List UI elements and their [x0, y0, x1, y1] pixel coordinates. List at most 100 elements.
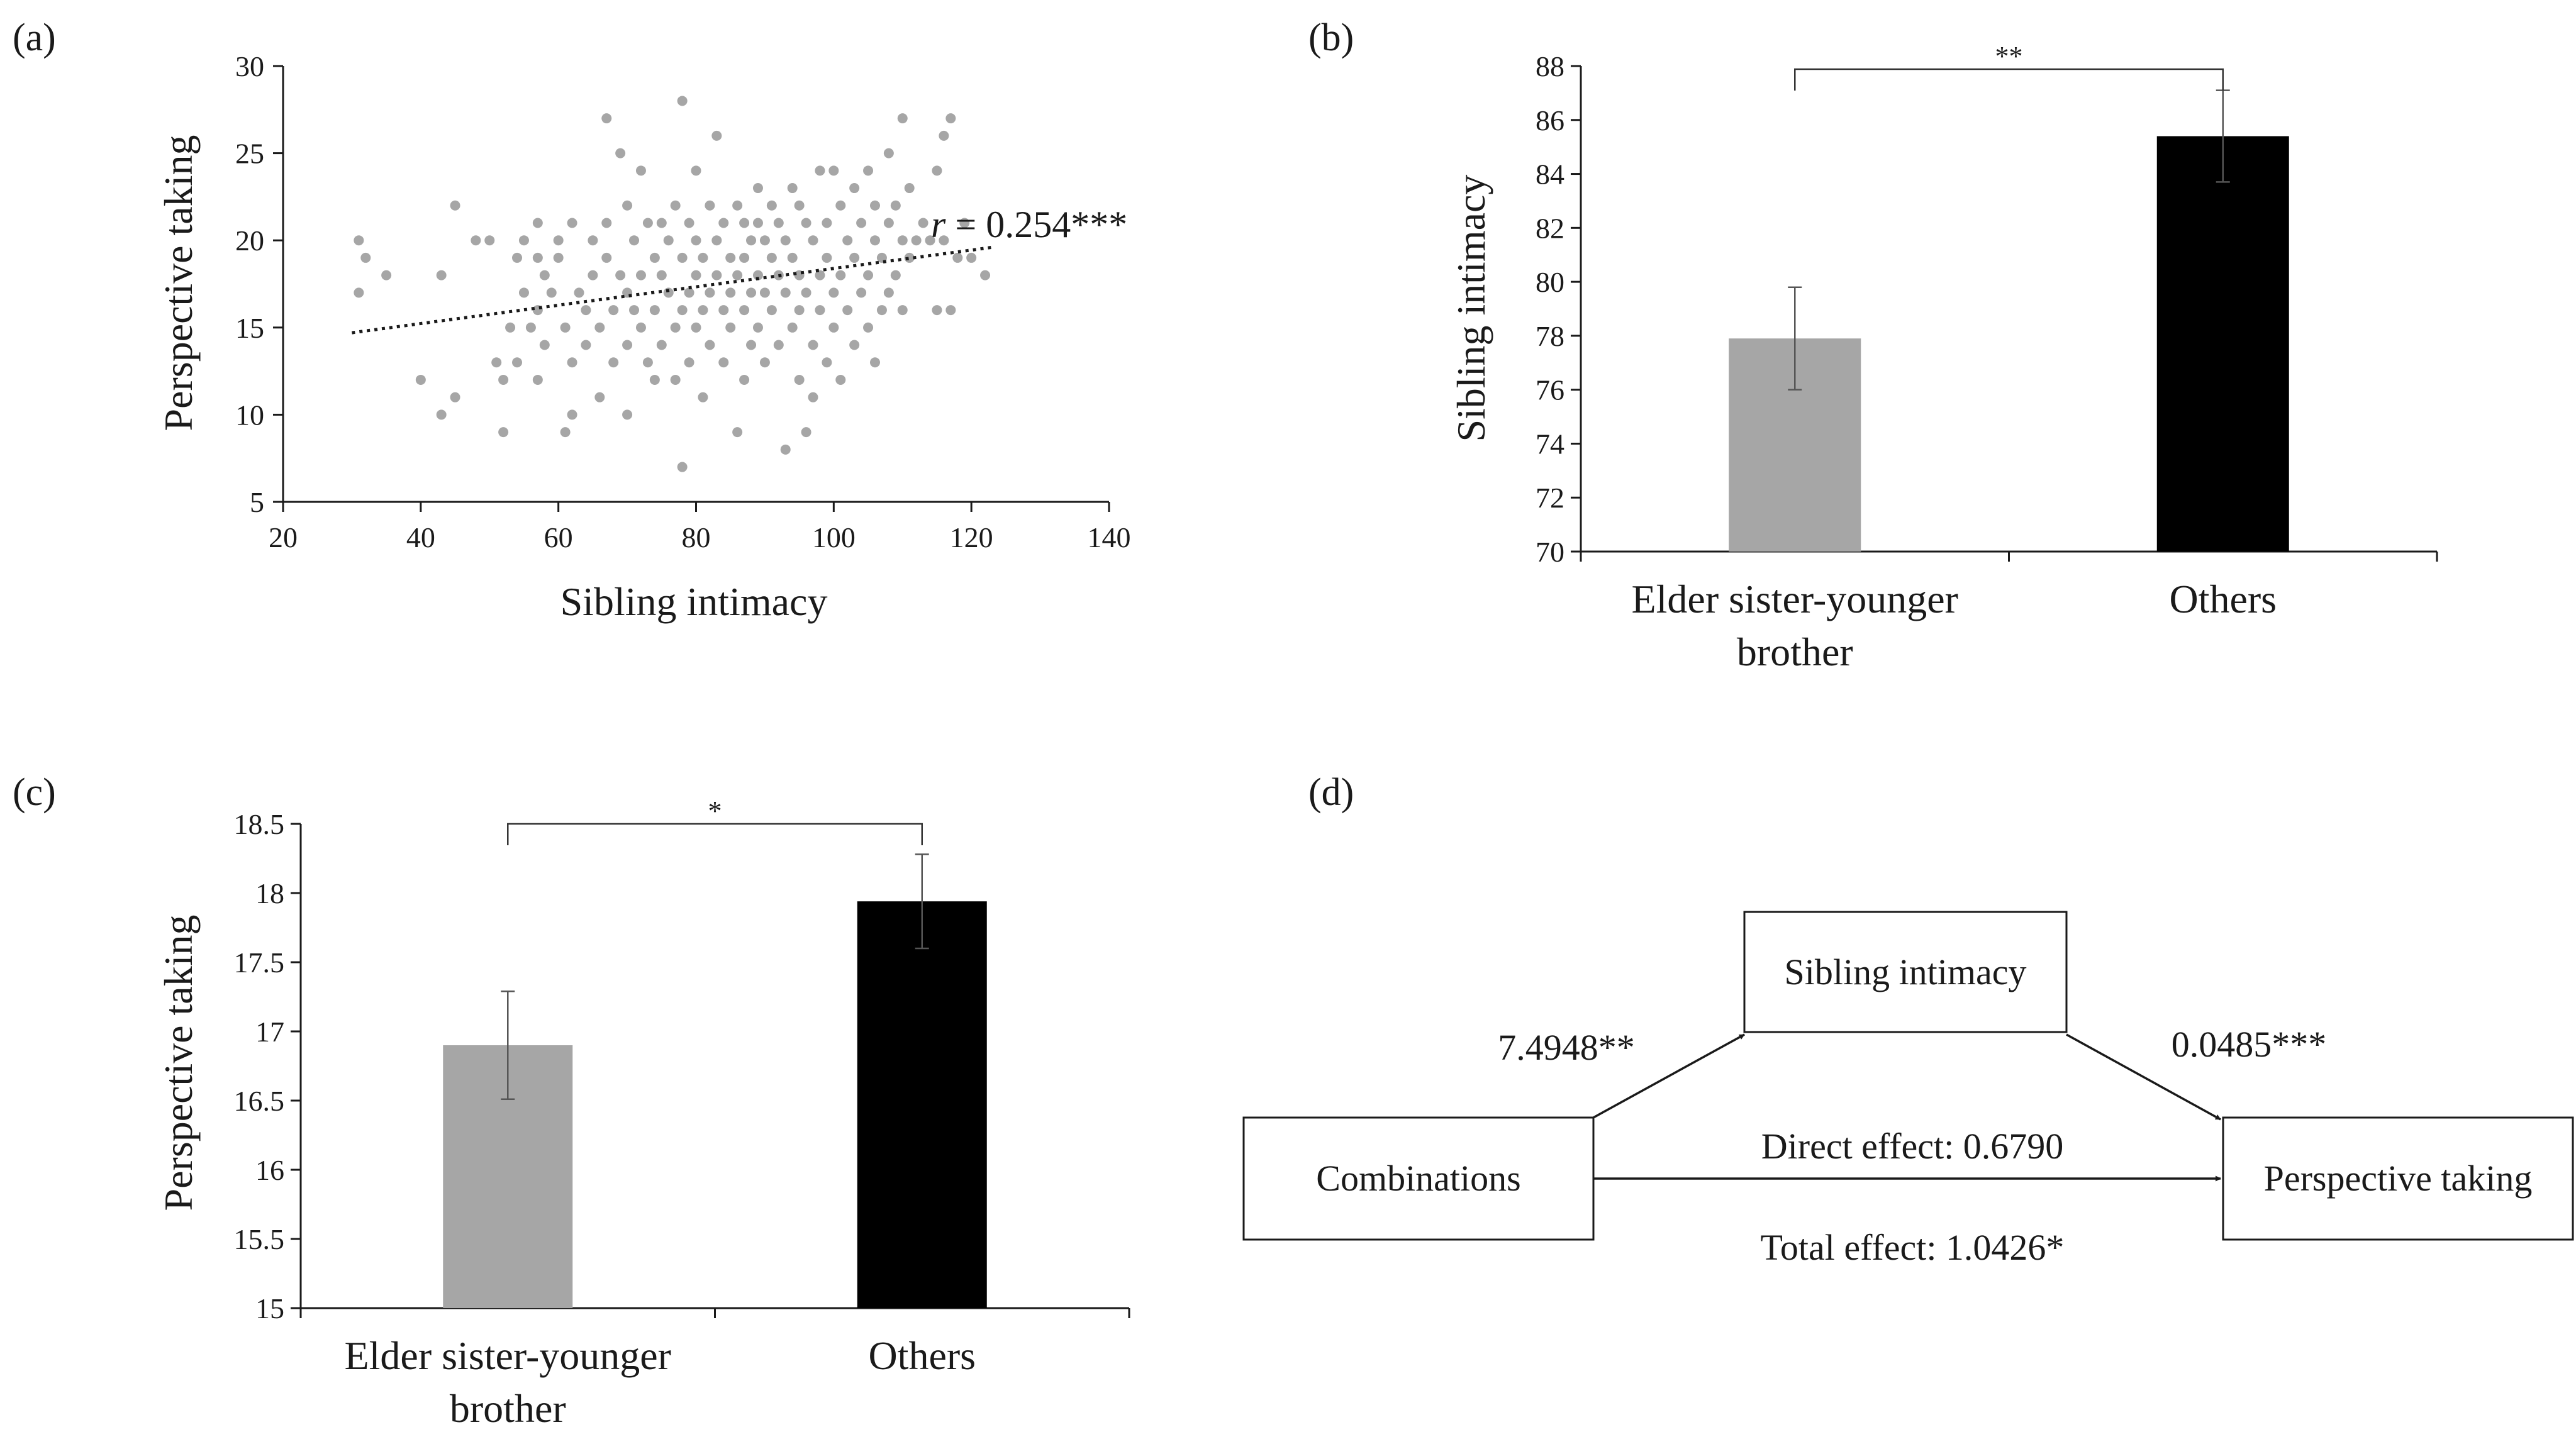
scatter-point — [615, 270, 626, 280]
scatter-point — [869, 200, 880, 211]
scatter-point — [691, 235, 701, 246]
scatter-point — [739, 218, 750, 228]
scatter-point — [808, 340, 818, 350]
scatter-point — [635, 322, 646, 333]
panel-b-y-tick-label: 88 — [1536, 50, 1564, 82]
scatter-point — [691, 165, 701, 176]
panel-b-label: (b) — [1308, 16, 1354, 59]
scatter-point — [939, 130, 949, 141]
scatter-point — [718, 357, 729, 368]
scatter-point — [553, 252, 564, 263]
scatter-point — [608, 305, 619, 316]
scatter-point — [670, 322, 681, 333]
scatter-point — [532, 252, 543, 263]
scatter-point — [863, 165, 874, 176]
scatter-point — [698, 252, 708, 263]
scatter-point — [945, 305, 956, 316]
panel-c-plot-area: 15 15.5 16 16.5 17 17.5 18 18.5 Elder sister-you… — [234, 796, 1130, 1431]
scatter-point — [773, 218, 784, 228]
panel-a-y-tick-label: 10 — [235, 399, 264, 431]
scatter-point — [512, 357, 523, 368]
path-a-arrow — [1593, 1033, 1745, 1119]
scatter-point — [498, 374, 509, 385]
scatter-point — [876, 305, 887, 316]
scatter-point — [622, 200, 633, 211]
scatter-point — [518, 235, 529, 246]
scatter-point — [663, 235, 674, 246]
panel-a-label: (a) — [13, 16, 56, 59]
panel-c-label: (c) — [13, 771, 56, 814]
scatter-point — [471, 235, 481, 246]
scatter-point — [450, 392, 460, 402]
panel-b-bar-chart: (b) 70 72 74 76 78 80 82 84 86 88 Elder sister-you… — [1308, 16, 2438, 674]
scatter-point — [897, 235, 908, 246]
scatter-point — [835, 200, 846, 211]
panel-b-y-tick-label: 80 — [1536, 266, 1564, 298]
panel-c-y-tick-label: 16.5 — [234, 1085, 285, 1117]
scatter-point — [835, 270, 846, 280]
scatter-point — [684, 218, 694, 228]
panel-c-significance-bracket — [507, 823, 923, 845]
outcome-label: Perspective taking — [2264, 1158, 2533, 1199]
scatter-point — [766, 252, 777, 263]
scatter-point — [601, 218, 612, 228]
scatter-point — [629, 305, 640, 316]
scatter-point — [484, 235, 495, 246]
scatter-point — [629, 235, 640, 246]
scatter-point — [698, 392, 708, 402]
panel-c-y-tick-label: 15 — [255, 1292, 284, 1324]
panel-c-bar-chart: (c) 15 15.5 16 16.5 17 17.5 18 18.5 Elder sister… — [13, 771, 1130, 1431]
scatter-point — [897, 113, 908, 124]
panel-a-x-axis-title: Sibling intimacy — [560, 579, 828, 624]
scatter-point — [705, 287, 715, 298]
panel-b-y-tick-label: 74 — [1536, 428, 1564, 460]
scatter-point — [436, 409, 447, 420]
total-effect-label: Total effect: 1.0426* — [1761, 1227, 2065, 1268]
scatter-point — [932, 305, 942, 316]
scatter-point — [677, 96, 688, 106]
scatter-point — [828, 165, 839, 176]
scatter-point — [512, 252, 523, 263]
scatter-point — [670, 374, 681, 385]
scatter-point — [883, 287, 894, 298]
scatter-point — [883, 218, 894, 228]
scatter-point — [890, 200, 901, 211]
scatter-point — [635, 165, 646, 176]
panel-b-y-tick-label: 72 — [1536, 482, 1564, 514]
scatter-point — [415, 374, 426, 385]
scatter-point — [354, 287, 364, 298]
scatter-point — [718, 305, 729, 316]
scatter-point — [498, 427, 509, 438]
panel-a-r-value: = 0.254*** — [945, 204, 1127, 245]
scatter-point — [883, 148, 894, 158]
scatter-point — [766, 305, 777, 316]
scatter-point — [801, 287, 811, 298]
scatter-point — [746, 287, 757, 298]
scatter-point — [581, 305, 591, 316]
scatter-point — [739, 305, 750, 316]
panel-a-x-tick-label: 40 — [406, 521, 435, 553]
scatter-point — [959, 218, 970, 228]
scatter-point — [560, 322, 571, 333]
panel-c-y-tick-label: 16 — [255, 1154, 284, 1186]
scatter-point — [567, 409, 577, 420]
scatter-point — [642, 357, 653, 368]
scatter-point — [787, 322, 798, 333]
scatter-point — [925, 235, 935, 246]
scatter-point — [732, 200, 743, 211]
panel-a-axes: 5 10 15 20 25 30 20 40 60 80 100 120 140 — [235, 50, 1131, 553]
scatter-point — [932, 165, 942, 176]
scatter-point — [698, 305, 708, 316]
path-b-coefficient: 0.0485*** — [2172, 1024, 2327, 1065]
scatter-point — [525, 322, 536, 333]
panel-a-y-tick-label: 20 — [235, 225, 264, 257]
panel-a-scatter-plot: (a) 5 10 15 20 25 30 20 40 60 80 100 120 140 r = 0.2… — [13, 16, 1131, 624]
scatter-point — [952, 252, 963, 263]
predictor-label: Combinations — [1316, 1158, 1520, 1199]
scatter-point — [856, 218, 867, 228]
scatter-point — [649, 305, 660, 316]
scatter-point — [822, 218, 832, 228]
scatter-point — [904, 183, 915, 194]
scatter-point — [759, 287, 770, 298]
